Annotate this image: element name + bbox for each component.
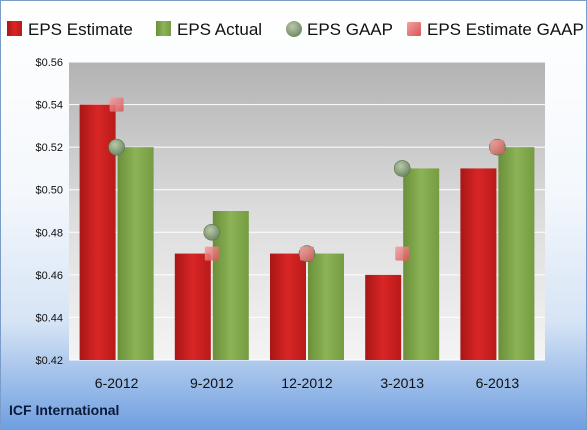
eps-estimate-bar xyxy=(460,168,497,360)
legend-label: EPS GAAP xyxy=(307,20,393,39)
y-tick-label: $0.50 xyxy=(35,185,63,197)
eps-actual-bar xyxy=(308,253,344,360)
y-tick-label: $0.48 xyxy=(35,227,63,239)
y-tick-label: $0.42 xyxy=(35,355,63,367)
x-category-label: 9-2012 xyxy=(190,375,234,391)
y-tick-label: $0.52 xyxy=(35,142,63,154)
y-tick-label: $0.56 xyxy=(35,57,63,69)
eps-estimate-gaap-marker xyxy=(395,246,410,261)
x-category-label: 3-2013 xyxy=(380,375,424,391)
eps-actual-bar xyxy=(117,147,154,360)
legend-label: EPS Actual xyxy=(177,20,262,39)
y-axis-ticks: $0.42 $0.44 $0.46 $0.48 $0.50 $0.52 $0.54 $0.56 xyxy=(35,57,63,367)
y-tick-label: $0.54 xyxy=(35,100,63,112)
eps-estimate-gaap-marker xyxy=(300,246,314,261)
legend: EPS Estimate EPS Actual EPS GAAP EPS Estima… xyxy=(7,20,584,39)
eps-estimate-bar xyxy=(174,253,211,360)
legend-swatch xyxy=(407,22,421,36)
legend-label: EPS Estimate xyxy=(28,20,133,39)
legend-swatch xyxy=(156,21,171,36)
legend-swatch xyxy=(286,21,302,37)
eps-estimate-gaap-marker xyxy=(490,140,505,155)
eps-gaap-marker xyxy=(393,160,411,177)
x-category-label: 12-2012 xyxy=(281,375,333,391)
legend-label: EPS Estimate GAAP xyxy=(427,20,584,39)
eps-actual-bar xyxy=(403,168,440,360)
legend-swatch xyxy=(7,21,22,36)
eps-gaap-marker xyxy=(203,223,221,241)
eps-estimate-bar xyxy=(270,253,306,360)
eps-gaap-marker xyxy=(108,138,125,156)
company-name: ICF International xyxy=(9,402,120,418)
eps-estimate-gaap-marker xyxy=(109,97,124,112)
eps-estimate-gaap-marker xyxy=(204,246,219,261)
eps-actual-bar xyxy=(498,147,535,360)
x-axis-categories: 6-2012 9-2012 12-2012 3-2013 6-2013 xyxy=(95,375,520,391)
bars xyxy=(79,104,535,360)
eps-estimate-bar xyxy=(365,274,402,360)
y-tick-label: $0.46 xyxy=(35,270,63,282)
markers xyxy=(108,97,506,262)
y-tick-label: $0.44 xyxy=(35,312,63,324)
x-category-label: 6-2013 xyxy=(476,375,520,391)
x-category-label: 6-2012 xyxy=(95,375,139,391)
